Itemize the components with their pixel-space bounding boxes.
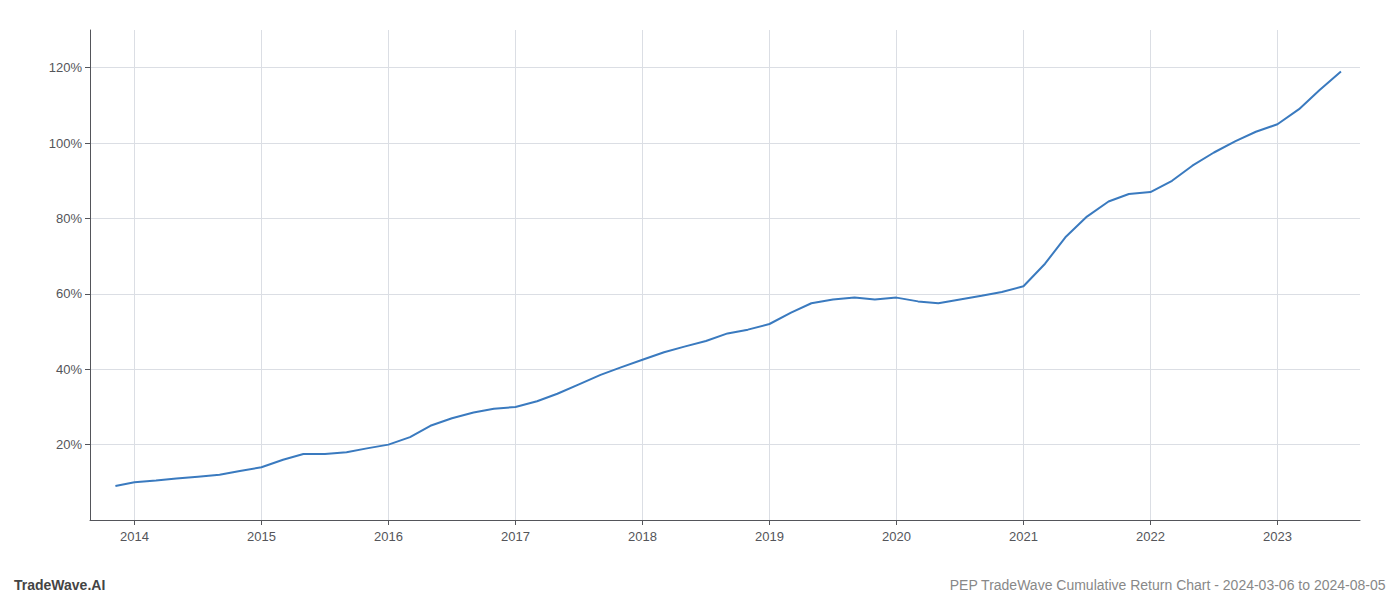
svg-text:60%: 60%	[56, 286, 82, 301]
svg-text:PEP TradeWave Cumulative Retur: PEP TradeWave Cumulative Return Chart - …	[950, 577, 1386, 593]
svg-text:2019: 2019	[755, 529, 784, 544]
svg-text:40%: 40%	[56, 362, 82, 377]
svg-text:2018: 2018	[628, 529, 657, 544]
svg-text:80%: 80%	[56, 211, 82, 226]
svg-text:2014: 2014	[120, 529, 149, 544]
svg-text:2021: 2021	[1009, 529, 1038, 544]
svg-text:2022: 2022	[1136, 529, 1165, 544]
svg-text:2023: 2023	[1263, 529, 1292, 544]
svg-text:100%: 100%	[49, 136, 83, 151]
svg-text:2015: 2015	[247, 529, 276, 544]
svg-text:120%: 120%	[49, 60, 83, 75]
svg-text:TradeWave.AI: TradeWave.AI	[14, 577, 105, 593]
svg-text:2016: 2016	[374, 529, 403, 544]
svg-text:2020: 2020	[882, 529, 911, 544]
svg-text:2017: 2017	[501, 529, 530, 544]
svg-text:20%: 20%	[56, 437, 82, 452]
